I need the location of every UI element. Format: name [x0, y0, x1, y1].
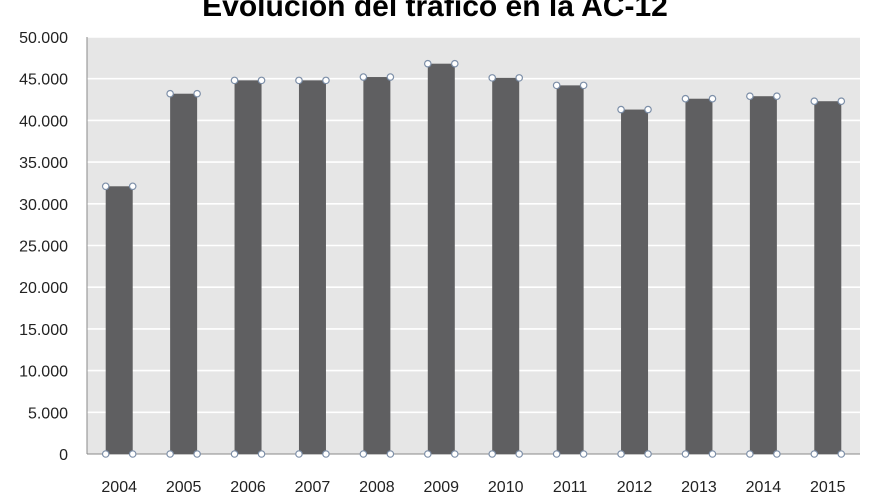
bar: [621, 109, 649, 455]
y-tick-label: 5.000: [28, 405, 68, 422]
bar-corner-marker: [193, 450, 201, 458]
bar-corner-marker: [423, 59, 432, 68]
y-tick-label: 0: [59, 447, 68, 464]
bar-corner-marker: [617, 105, 625, 114]
bar-corner-marker: [230, 76, 239, 85]
bar-corner-marker: [515, 450, 524, 458]
bar: [234, 80, 262, 455]
y-tick-label: 20.000: [19, 280, 68, 297]
bar-corner-marker: [322, 76, 330, 85]
bar-corner-marker: [295, 76, 303, 85]
bar-corner-marker: [552, 81, 561, 90]
bar-corner-marker: [488, 450, 497, 458]
bar-corner-marker: [450, 450, 459, 458]
bar-corner-marker: [746, 450, 754, 458]
bar-corner-marker: [579, 450, 588, 458]
bar-corner-marker: [644, 105, 652, 114]
bar-corner-marker: [193, 89, 201, 98]
y-tick-label: 45.000: [19, 72, 68, 89]
bar-corner-marker: [644, 450, 652, 458]
x-tick-label: 2014: [746, 479, 782, 495]
y-tick-label: 50.000: [19, 30, 68, 47]
bar-corner-marker: [101, 182, 110, 191]
x-tick-label: 2006: [230, 479, 266, 495]
bar-corner-marker: [450, 59, 459, 68]
bar-corner-marker: [359, 450, 368, 458]
bar-corner-marker: [579, 81, 588, 90]
bar: [814, 101, 842, 454]
bar-corner-marker: [746, 92, 754, 101]
bar-corner-marker: [166, 450, 174, 458]
bar-corner-marker: [257, 450, 266, 458]
bar-corner-marker: [708, 94, 717, 103]
bar-corner-marker: [166, 89, 174, 98]
x-tick-label: 2009: [423, 479, 459, 495]
bar-corner-marker: [423, 450, 432, 458]
bar-corner-marker: [488, 74, 497, 82]
chart-title: Evolución del tráfico en la AC-12: [202, 0, 668, 23]
bar: [170, 93, 198, 454]
bar: [492, 77, 520, 454]
bar-corner-marker: [515, 74, 524, 82]
bar: [556, 85, 584, 454]
x-tick-label: 2008: [359, 479, 395, 495]
bar-corner-marker: [295, 450, 303, 458]
y-tick-label: 30.000: [19, 197, 68, 214]
bar: [363, 77, 391, 455]
bar-corner-marker: [386, 450, 395, 458]
bar-corner-marker: [386, 73, 395, 81]
x-tick-label: 2004: [101, 479, 137, 495]
bar-corner-marker: [257, 76, 266, 85]
x-tick-label: 2011: [553, 479, 588, 495]
y-tick-label: 15.000: [19, 322, 68, 339]
bar: [749, 96, 777, 455]
plot-area: 0 5.000 10.000 15.000 20.000 25.000 30.000 35.0…: [19, 30, 860, 495]
x-tick-label: 2015: [810, 479, 846, 495]
y-tick-label: 40.000: [19, 113, 68, 130]
bar: [427, 63, 455, 455]
bar: [685, 98, 713, 454]
bar-corner-marker: [708, 450, 717, 458]
bar-corner-marker: [773, 450, 781, 458]
bar-corner-marker: [837, 450, 846, 458]
x-tick-label: 2013: [681, 479, 717, 495]
bar-corner-marker: [681, 94, 690, 103]
bar-corner-marker: [810, 97, 819, 106]
bar-corner-marker: [681, 450, 690, 458]
y-tick-label: 25.000: [19, 239, 68, 256]
bar-corner-marker: [101, 450, 110, 458]
x-tick-label: 2010: [488, 479, 524, 495]
bar-corner-marker: [773, 92, 781, 101]
bar-corner-marker: [322, 450, 330, 458]
y-tick-label: 35.000: [19, 155, 68, 172]
y-tick-label: 10.000: [19, 364, 68, 381]
bar-corner-marker: [617, 450, 625, 458]
x-tick-label: 2005: [166, 479, 202, 495]
bar: [105, 186, 133, 454]
bar-corner-marker: [128, 182, 137, 191]
bar-corner-marker: [359, 73, 368, 81]
bar-corner-marker: [230, 450, 239, 458]
x-tick-label: 2007: [295, 479, 331, 495]
bar: [298, 80, 326, 455]
bar-corner-marker: [552, 450, 561, 458]
bar-corner-marker: [128, 450, 137, 458]
x-tick-label: 2012: [617, 479, 653, 495]
bar-corner-marker: [837, 97, 846, 106]
bar-corner-marker: [810, 450, 819, 458]
